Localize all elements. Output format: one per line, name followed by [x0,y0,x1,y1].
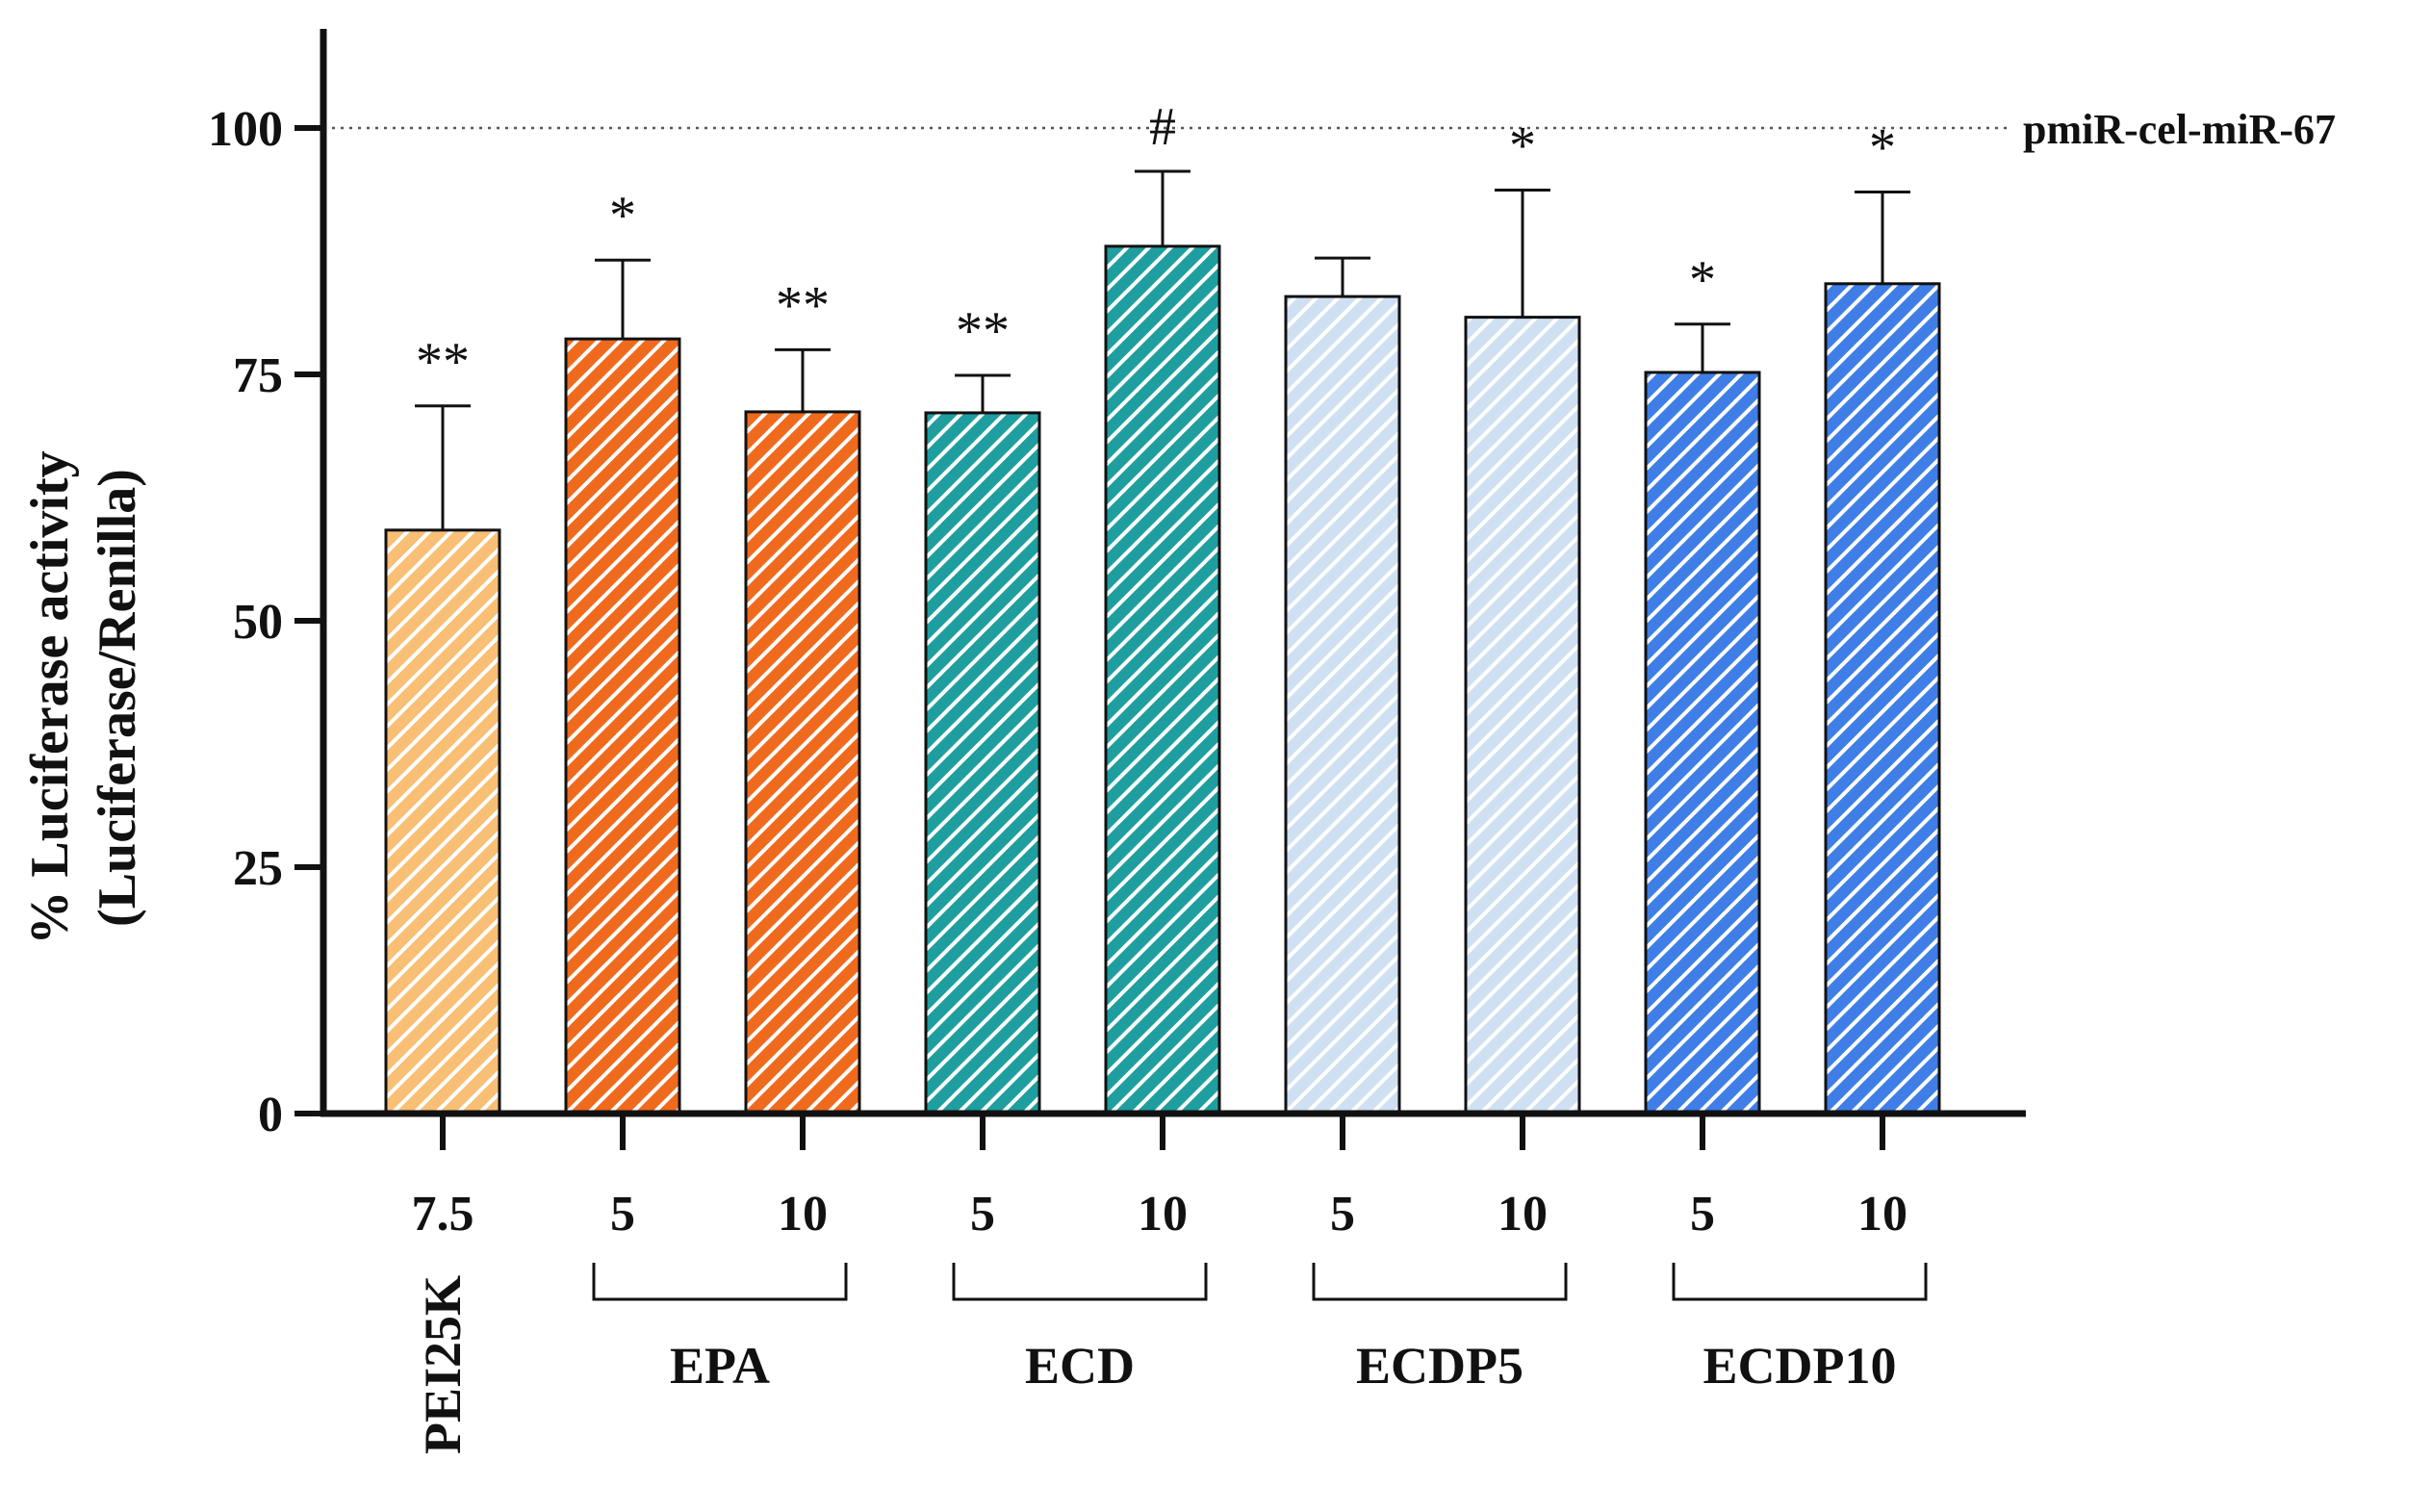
group-label-ecdp10: ECDP10 [1703,1337,1897,1395]
bar-5 [1284,295,1401,1115]
bar-2 [744,410,861,1115]
group-bracket-ecd [952,1263,1208,1301]
x-tick-label-2: 10 [778,1187,828,1242]
bar-4 [1104,244,1221,1115]
x-tick-label-3: 5 [970,1187,995,1242]
significance-mark-4: # [1149,97,1176,157]
group-label-ecdp5: ECDP5 [1356,1337,1523,1395]
x-tick-label-1: 5 [610,1187,635,1242]
significance-mark-0: ** [416,332,470,392]
y-tick-label-3: 75 [233,348,283,403]
group-label-epa: EPA [670,1337,770,1395]
significance-mark-3: ** [956,301,1010,361]
bar-7 [1644,371,1761,1115]
x-tick-label-7: 5 [1690,1187,1715,1242]
y-tick-label-1: 25 [233,841,283,896]
group-bracket-ecdp5 [1312,1263,1568,1301]
plot-area: pmiR-cel-miR-67 ** 7.5 * 5 ** 10 ** 5 #10 5 * 10 * 5 * 1… [208,29,2336,1454]
bar-8 [1824,282,1941,1115]
x-tick-label-0: 7.5 [412,1187,474,1242]
x-tick-label-4: 10 [1138,1187,1188,1242]
bar-3 [924,411,1041,1115]
y-axis-label-line1: % Luciferase activity [20,450,80,944]
bar-6 [1464,316,1581,1115]
bar-1 [564,337,681,1115]
y-tick-label-4: 100 [208,102,283,157]
bar-0 [384,528,501,1115]
significance-mark-6: * [1509,116,1536,176]
y-axis-title: % Luciferase activity (Luciferase/Renill… [20,450,147,944]
group-label-pei25k: PEI25K [414,1275,472,1454]
y-axis-label-line2: (Luciferase/Renilla) [88,469,147,927]
x-tick-label-6: 10 [1498,1187,1548,1242]
significance-mark-7: * [1689,250,1716,310]
reference-line-label: pmiR-cel-miR-67 [2023,106,2336,153]
group-bracket-ecdp10 [1672,1263,1928,1301]
y-tick-label-0: 0 [258,1088,283,1142]
significance-mark-2: ** [776,275,830,335]
group-bracket-epa [592,1263,848,1301]
x-tick-label-8: 10 [1857,1187,1907,1242]
significance-mark-8: * [1869,118,1896,178]
significance-mark-1: * [609,186,636,245]
y-tick-label-2: 50 [233,595,283,650]
group-label-ecd: ECD [1025,1337,1135,1395]
x-tick-label-5: 5 [1330,1187,1355,1242]
